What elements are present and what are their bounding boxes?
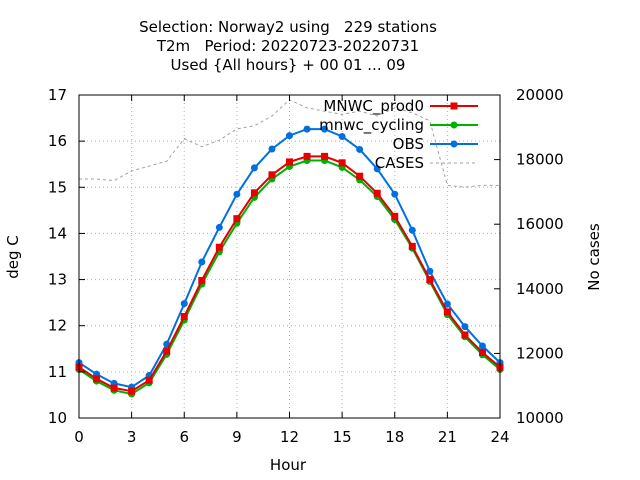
x-tick-label: 9: [232, 428, 242, 446]
data-point-mnwc-prod0: [286, 158, 293, 166]
series-mnwc-cycling: [75, 157, 504, 398]
series-layer: [75, 99, 504, 398]
y-tick-label: 13: [48, 271, 67, 289]
data-point-mnwc-prod0: [426, 276, 434, 284]
data-point-mnwc-prod0: [268, 171, 276, 179]
data-point-mnwc-prod0: [443, 308, 451, 316]
data-point-obs: [478, 342, 486, 350]
legend-label-cases: CASES: [375, 154, 424, 172]
data-point-obs: [233, 190, 241, 198]
y-axis-title: deg C: [4, 235, 22, 279]
data-point-obs: [338, 133, 346, 141]
data-point-mnwc-prod0: [408, 242, 416, 250]
data-point-mnwc-prod0: [250, 189, 258, 197]
data-point-obs: [303, 125, 311, 133]
data-point-obs: [391, 190, 399, 198]
legend-marker-mnwc-cycling: [450, 121, 458, 129]
series-obs: [75, 125, 504, 391]
data-point-obs: [461, 323, 469, 331]
data-point-mnwc-prod0: [198, 276, 206, 284]
legend-marker-obs: [450, 140, 458, 148]
x-tick-label: 24: [490, 428, 509, 446]
data-point-mnwc-prod0: [93, 375, 101, 383]
y2-axis-title: No cases: [585, 223, 603, 291]
data-point-mnwc-prod0: [215, 243, 223, 251]
y-tick-label: 10: [48, 409, 67, 427]
data-point-obs: [408, 226, 416, 234]
data-point-obs: [321, 125, 329, 133]
x-tick-label: 21: [438, 428, 457, 446]
y-tick-label: 16: [48, 132, 67, 150]
data-point-obs: [215, 223, 223, 231]
data-point-obs: [268, 145, 276, 153]
legend-label-mnwc-prod0: MNWC_prod0: [323, 97, 424, 116]
data-point-obs: [198, 258, 206, 266]
legend-label-obs: OBS: [393, 135, 424, 153]
y2-tick-label: 20000: [516, 86, 564, 104]
data-point-mnwc-prod0: [356, 172, 364, 180]
data-point-mnwc-prod0: [478, 348, 486, 356]
ticks: 0 3 6 9 12 15 18 21 24 10 11 12 13 14 15 16 17 10000 12000…: [48, 86, 564, 446]
x-tick-label: 0: [74, 428, 84, 446]
y-tick-label: 11: [48, 363, 67, 381]
data-point-mnwc-prod0: [303, 152, 311, 160]
data-point-mnwc-prod0: [338, 159, 346, 167]
data-point-mnwc-prod0: [128, 387, 136, 395]
x-tick-label: 3: [127, 428, 137, 446]
y-tick-label: 12: [48, 317, 67, 335]
data-point-mnwc-prod0: [391, 212, 399, 220]
x-tick-label: 15: [333, 428, 352, 446]
y-tick-label: 14: [48, 224, 67, 242]
data-point-obs: [373, 165, 381, 173]
y2-tick-label: 18000: [516, 151, 564, 169]
data-point-mnwc-prod0: [321, 152, 329, 160]
title-line-1: Selection: Norway2 using 229 stations: [139, 18, 437, 36]
chart-title: Selection: Norway2 using 229 stations T2…: [139, 18, 437, 74]
data-point-obs: [180, 300, 188, 308]
data-point-obs: [443, 300, 451, 308]
title-line-2: T2m Period: 20220723-20220731: [156, 37, 419, 55]
y-tick-label: 17: [48, 86, 67, 104]
data-point-mnwc-prod0: [110, 384, 118, 392]
x-tick-label: 12: [280, 428, 299, 446]
y2-tick-label: 10000: [516, 409, 564, 427]
series-mnwc-prod0: [75, 152, 504, 395]
y2-tick-label: 12000: [516, 344, 564, 362]
data-point-mnwc-prod0: [373, 189, 381, 197]
legend-label-mnwc-cycling: mnwc_cycling: [319, 116, 424, 135]
data-point-mnwc-prod0: [461, 331, 469, 339]
data-point-obs: [356, 145, 364, 153]
legend-marker-mnwc-prod0: [450, 102, 458, 110]
data-point-obs: [426, 267, 434, 275]
title-line-3: Used {All hours} + 00 01 ... 09: [171, 56, 406, 74]
y-tick-label: 15: [48, 178, 67, 196]
data-point-obs: [286, 132, 293, 140]
y2-tick-label: 14000: [516, 280, 564, 298]
data-point-mnwc-prod0: [180, 312, 188, 320]
x-tick-label: 6: [179, 428, 189, 446]
data-point-obs: [250, 164, 258, 172]
x-tick-label: 18: [385, 428, 404, 446]
y2-tick-label: 16000: [516, 215, 564, 233]
data-point-mnwc-prod0: [145, 376, 153, 384]
x-axis-title: Hour: [270, 456, 307, 474]
data-point-mnwc-prod0: [233, 215, 241, 223]
data-point-mnwc-prod0: [163, 347, 171, 355]
